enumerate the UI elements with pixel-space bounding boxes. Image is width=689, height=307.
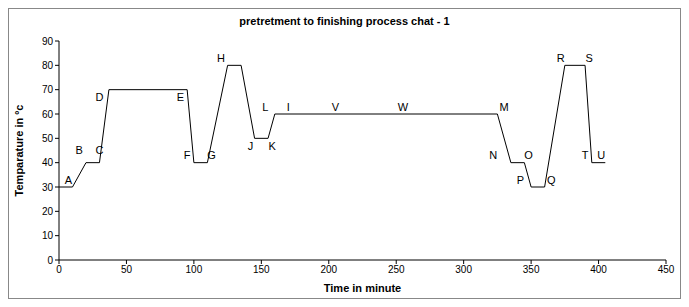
svg-text:A: A	[65, 174, 73, 186]
svg-text:50: 50	[121, 264, 133, 275]
html-text:pretretment to finishing proce: pretretment to finishing process chat - …	[239, 15, 450, 27]
svg-text:O: O	[524, 149, 533, 161]
svg-text:70: 70	[42, 84, 54, 95]
svg-text:0: 0	[47, 255, 53, 266]
svg-text:H: H	[217, 52, 225, 64]
svg-text:50: 50	[42, 133, 54, 144]
svg-text:V: V	[332, 101, 340, 113]
svg-text:60: 60	[42, 109, 54, 120]
svg-text:G: G	[207, 149, 216, 161]
svg-text:90: 90	[42, 36, 54, 47]
svg-text:Temparature in ºc: Temparature in ºc	[13, 105, 25, 197]
svg-text:S: S	[585, 52, 592, 64]
svg-text:20: 20	[42, 206, 54, 217]
svg-text:30: 30	[42, 182, 54, 193]
svg-text:F: F	[184, 149, 191, 161]
svg-text:T: T	[582, 149, 589, 161]
svg-text:350: 350	[523, 264, 540, 275]
svg-text:R: R	[557, 52, 565, 64]
svg-text:N: N	[489, 149, 497, 161]
svg-text:300: 300	[455, 264, 472, 275]
svg-text:L: L	[262, 101, 268, 113]
svg-text:200: 200	[320, 264, 337, 275]
svg-text:P: P	[517, 174, 524, 186]
svg-text:M: M	[500, 101, 509, 113]
svg-text:W: W	[398, 101, 409, 113]
svg-text:40: 40	[42, 157, 54, 168]
svg-text:J: J	[248, 140, 254, 152]
svg-text:250: 250	[388, 264, 405, 275]
svg-text:150: 150	[253, 264, 270, 275]
svg-text:C: C	[95, 144, 103, 156]
svg-text:U: U	[597, 149, 605, 161]
svg-text:10: 10	[42, 230, 54, 241]
svg-text:E: E	[177, 91, 184, 103]
svg-text:450: 450	[658, 264, 675, 275]
svg-text:B: B	[76, 144, 83, 156]
svg-text:Time in minute: Time in minute	[324, 282, 401, 294]
svg-text:80: 80	[42, 60, 54, 71]
svg-text:K: K	[268, 140, 276, 152]
svg-text:D: D	[95, 91, 103, 103]
svg-text:Q: Q	[547, 174, 556, 186]
svg-text:0: 0	[56, 264, 62, 275]
svg-text:I: I	[287, 101, 290, 113]
svg-text:100: 100	[186, 264, 203, 275]
svg-text:400: 400	[590, 264, 607, 275]
